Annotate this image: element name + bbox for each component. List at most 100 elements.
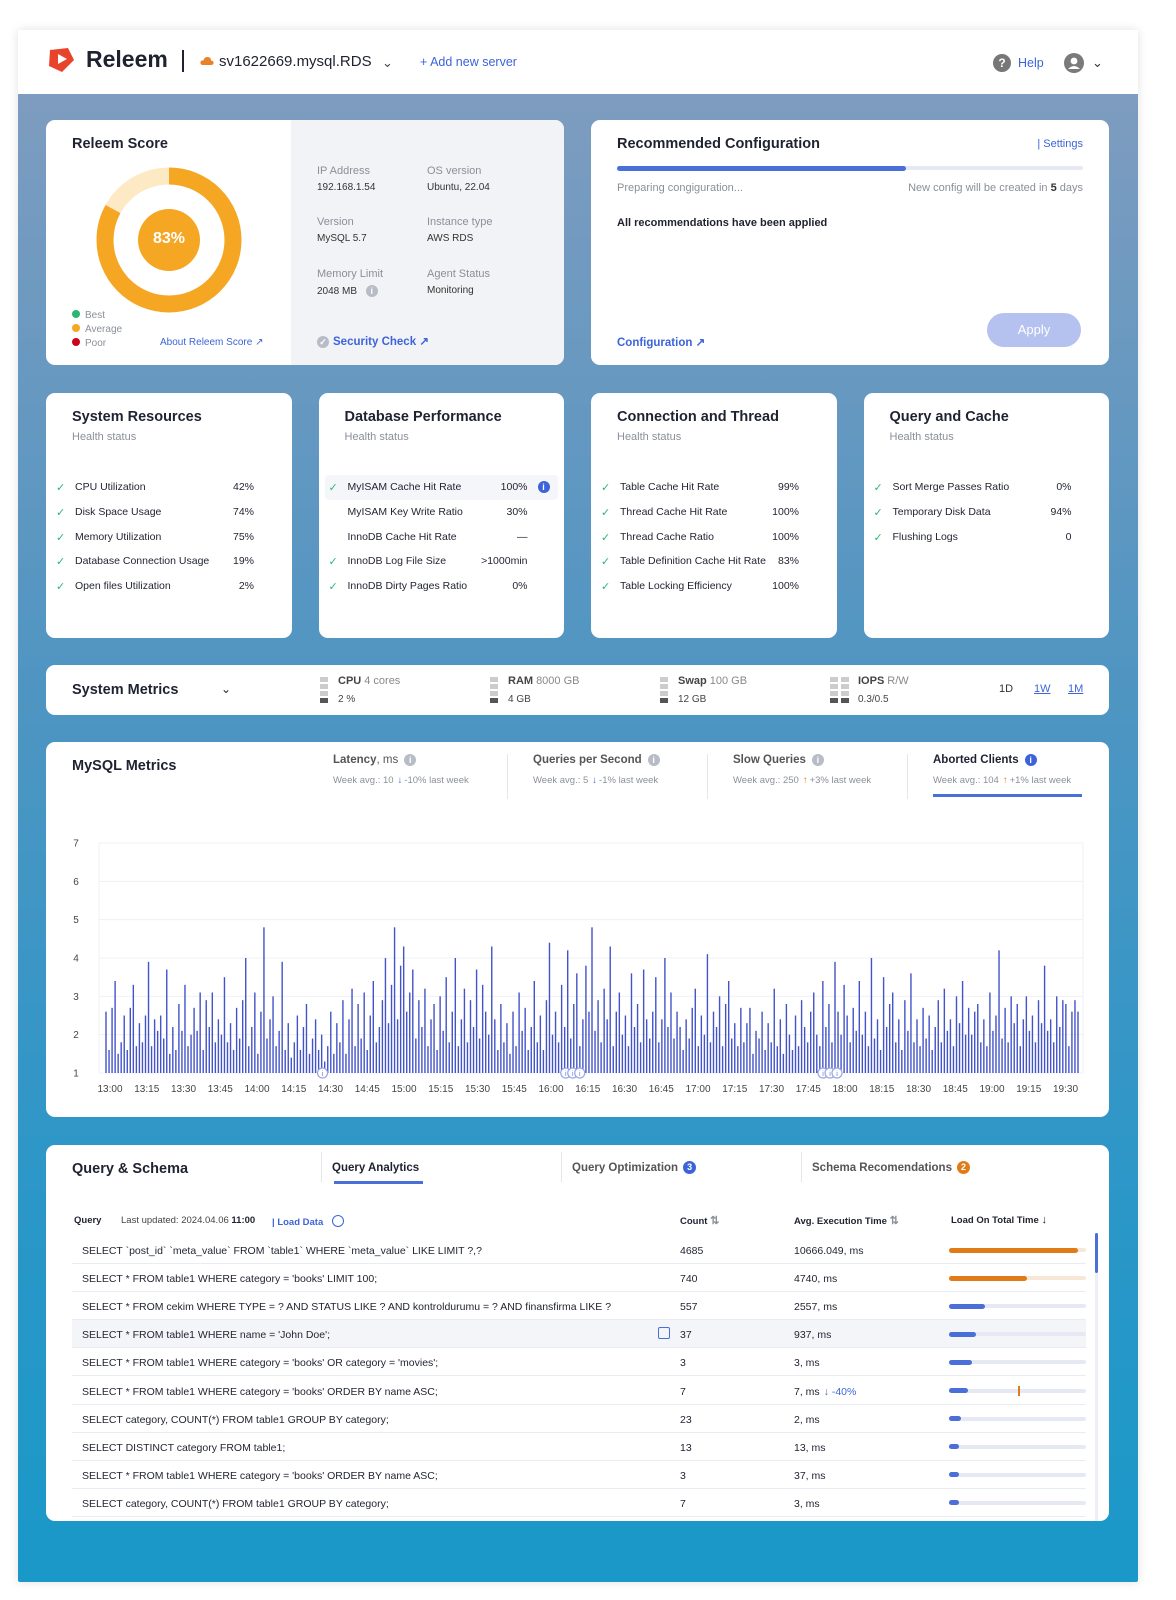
event-marker-icon[interactable] bbox=[831, 1067, 843, 1079]
apply-button[interactable]: Apply bbox=[987, 313, 1081, 347]
chart-bar bbox=[451, 1011, 453, 1073]
chart-bar bbox=[992, 1030, 994, 1073]
chart-bar bbox=[138, 1023, 141, 1073]
tab-schema-recomendations[interactable]: Schema Recomendations 2 bbox=[801, 1152, 970, 1182]
chart-bar bbox=[266, 1038, 268, 1073]
chart-bar bbox=[1037, 1000, 1040, 1073]
chart-bar bbox=[612, 1046, 614, 1073]
new-config-text: New config will be created in 5 days bbox=[908, 182, 1083, 194]
x-tick-label: 14:15 bbox=[281, 1084, 306, 1095]
chart-bar bbox=[305, 1004, 308, 1073]
x-tick-label: 13:15 bbox=[134, 1084, 159, 1095]
metric-tab[interactable]: Queries per Second i Week avg.: 5 ↓ -1% last… bbox=[522, 754, 708, 799]
chevron-down-icon[interactable]: ⌄ bbox=[382, 55, 393, 70]
info-icon[interactable]: i bbox=[811, 754, 824, 766]
help-icon[interactable]: ? bbox=[993, 54, 1011, 72]
security-check-link[interactable]: ✓ Security Check ↗ bbox=[317, 334, 429, 348]
chart-bar bbox=[366, 1050, 368, 1073]
user-menu-chevron-icon[interactable]: ⌄ bbox=[1092, 55, 1103, 70]
table-row[interactable]: SELECT * FROM table1 WHERE category = 'b… bbox=[72, 1348, 1086, 1377]
metric-week-change: -1% last week bbox=[599, 775, 659, 786]
event-marker-icon[interactable] bbox=[574, 1067, 586, 1079]
load-column-header[interactable]: Load On Total Time ↓ bbox=[951, 1214, 1047, 1226]
gauge-segment bbox=[490, 698, 498, 703]
settings-link[interactable]: | Settings bbox=[1037, 138, 1083, 150]
x-tick-label: 18:30 bbox=[906, 1084, 931, 1095]
health-row-value: 100% bbox=[500, 481, 528, 493]
table-row[interactable]: SELECT * FROM table1 WHERE name = 'John … bbox=[72, 1320, 1086, 1349]
chart-bar bbox=[199, 992, 201, 1073]
chart-bar bbox=[123, 1015, 125, 1073]
external-link-icon: ↗ bbox=[419, 336, 429, 348]
info-icon[interactable]: i bbox=[404, 754, 417, 766]
table-row[interactable]: SELECT * FROM table1 WHERE category = 'b… bbox=[72, 1461, 1086, 1489]
help-link[interactable]: Help bbox=[1018, 56, 1044, 70]
metric-tab[interactable]: Latency, ms i Week avg.: 10 ↓ -10% last week bbox=[322, 754, 508, 799]
chart-bar bbox=[260, 1011, 262, 1073]
tab-query-analytics[interactable]: Query Analytics bbox=[321, 1152, 423, 1184]
health-row: ✓ InnoDB Dirty Pages Ratio 0% bbox=[325, 574, 558, 599]
chart-bar bbox=[506, 1023, 508, 1073]
count-column-header[interactable]: Count ⇅ bbox=[680, 1214, 719, 1227]
chart-bar bbox=[831, 1042, 833, 1073]
table-row[interactable]: SELECT * FROM cekim WHERE TYPE = ? AND S… bbox=[72, 1292, 1086, 1321]
chart-bar bbox=[664, 958, 666, 1073]
x-tick-label: 19:30 bbox=[1053, 1084, 1078, 1095]
metric-tab[interactable]: Slow Queries i Week avg.: 250 ↑ +3% last wee… bbox=[722, 754, 908, 799]
chart-bar bbox=[737, 1046, 739, 1073]
chart-bar bbox=[512, 1011, 514, 1073]
table-row[interactable]: SELECT * FROM table1 WHERE category = 'b… bbox=[72, 1377, 1086, 1405]
range-tab-1w[interactable]: 1W bbox=[1034, 683, 1051, 695]
table-scrollbar-track[interactable] bbox=[1095, 1233, 1098, 1521]
range-tab-1d[interactable]: 1D bbox=[999, 683, 1014, 695]
chart-bar bbox=[825, 1027, 827, 1073]
info-icon[interactable]: i bbox=[1024, 754, 1037, 766]
metric-tab[interactable]: Aborted Clients i Week avg.: 104 ↑ +1% last … bbox=[922, 754, 1108, 799]
info-icon[interactable]: i bbox=[365, 285, 378, 297]
table-row[interactable]: SELECT * FROM table1 WHERE category = 'b… bbox=[72, 1264, 1086, 1293]
info-icon[interactable]: i bbox=[647, 754, 660, 766]
x-tick-label: 13:45 bbox=[208, 1084, 233, 1095]
releem-logo-icon[interactable] bbox=[46, 44, 76, 74]
table-row[interactable]: SELECT DISTINCT category FROM table1; 13 1… bbox=[72, 1433, 1086, 1461]
sort-icon[interactable]: ⇅ bbox=[889, 1215, 899, 1227]
refresh-icon[interactable] bbox=[331, 1215, 344, 1227]
chart-bar bbox=[466, 1042, 469, 1073]
info-icon[interactable]: i bbox=[537, 481, 550, 493]
gauge-segment bbox=[841, 698, 849, 703]
configuration-link[interactable]: Configuration ↗ bbox=[617, 335, 705, 349]
range-tab-1m[interactable]: 1M bbox=[1068, 683, 1084, 695]
avg-time-column-header[interactable]: Avg. Execution Time ⇅ bbox=[794, 1214, 899, 1227]
user-icon[interactable] bbox=[1064, 53, 1084, 73]
table-row[interactable]: SELECT `post_id` `meta_value` FROM `tabl… bbox=[72, 1236, 1086, 1264]
chart-bar bbox=[834, 961, 836, 1073]
chart-bar bbox=[153, 1019, 156, 1073]
last-updated-prefix: Last updated: 2024.04.06 bbox=[121, 1215, 232, 1226]
chart-bar bbox=[573, 1004, 575, 1073]
sort-icon[interactable]: ⇅ bbox=[710, 1215, 720, 1227]
query-text: SELECT * FROM table1 WHERE name = 'John … bbox=[82, 1329, 331, 1342]
table-row[interactable]: SELECT category, COUNT(*) FROM table1 GR… bbox=[72, 1489, 1086, 1517]
event-marker-glyph: i bbox=[829, 1071, 831, 1078]
table-row[interactable]: SELECT category, COUNT(*) FROM table1 GR… bbox=[72, 1405, 1086, 1433]
load-data-link[interactable]: | Load Data bbox=[272, 1215, 344, 1228]
table-scrollbar-thumb[interactable] bbox=[1095, 1233, 1098, 1273]
chart-bar bbox=[940, 1042, 943, 1073]
chart-bar bbox=[682, 1050, 684, 1073]
chart-bar bbox=[633, 1027, 636, 1073]
health-row-label: MyISAM Key Write Ratio bbox=[347, 505, 463, 518]
external-link-icon: ↗ bbox=[255, 337, 264, 348]
tab-query-optimization[interactable]: Query Optimization 3 bbox=[561, 1152, 697, 1182]
chart-bar bbox=[345, 1053, 347, 1073]
query-text: SELECT * FROM cekim WHERE TYPE = ? AND S… bbox=[82, 1301, 612, 1314]
sort-desc-icon[interactable]: ↓ bbox=[1041, 1214, 1047, 1226]
about-score-link[interactable]: About Releem Score ↗ bbox=[160, 337, 263, 348]
copy-icon[interactable] bbox=[658, 1327, 670, 1340]
chart-bar bbox=[949, 1019, 952, 1073]
event-marker-icon[interactable] bbox=[316, 1067, 329, 1079]
add-server-link[interactable]: + Add new server bbox=[420, 55, 517, 69]
chevron-down-icon[interactable]: ⌄ bbox=[221, 682, 232, 696]
server-name[interactable]: sv1622669.mysql.RDS bbox=[219, 53, 372, 70]
x-tick-label: 17:30 bbox=[759, 1084, 784, 1095]
chart-bar bbox=[439, 996, 441, 1073]
